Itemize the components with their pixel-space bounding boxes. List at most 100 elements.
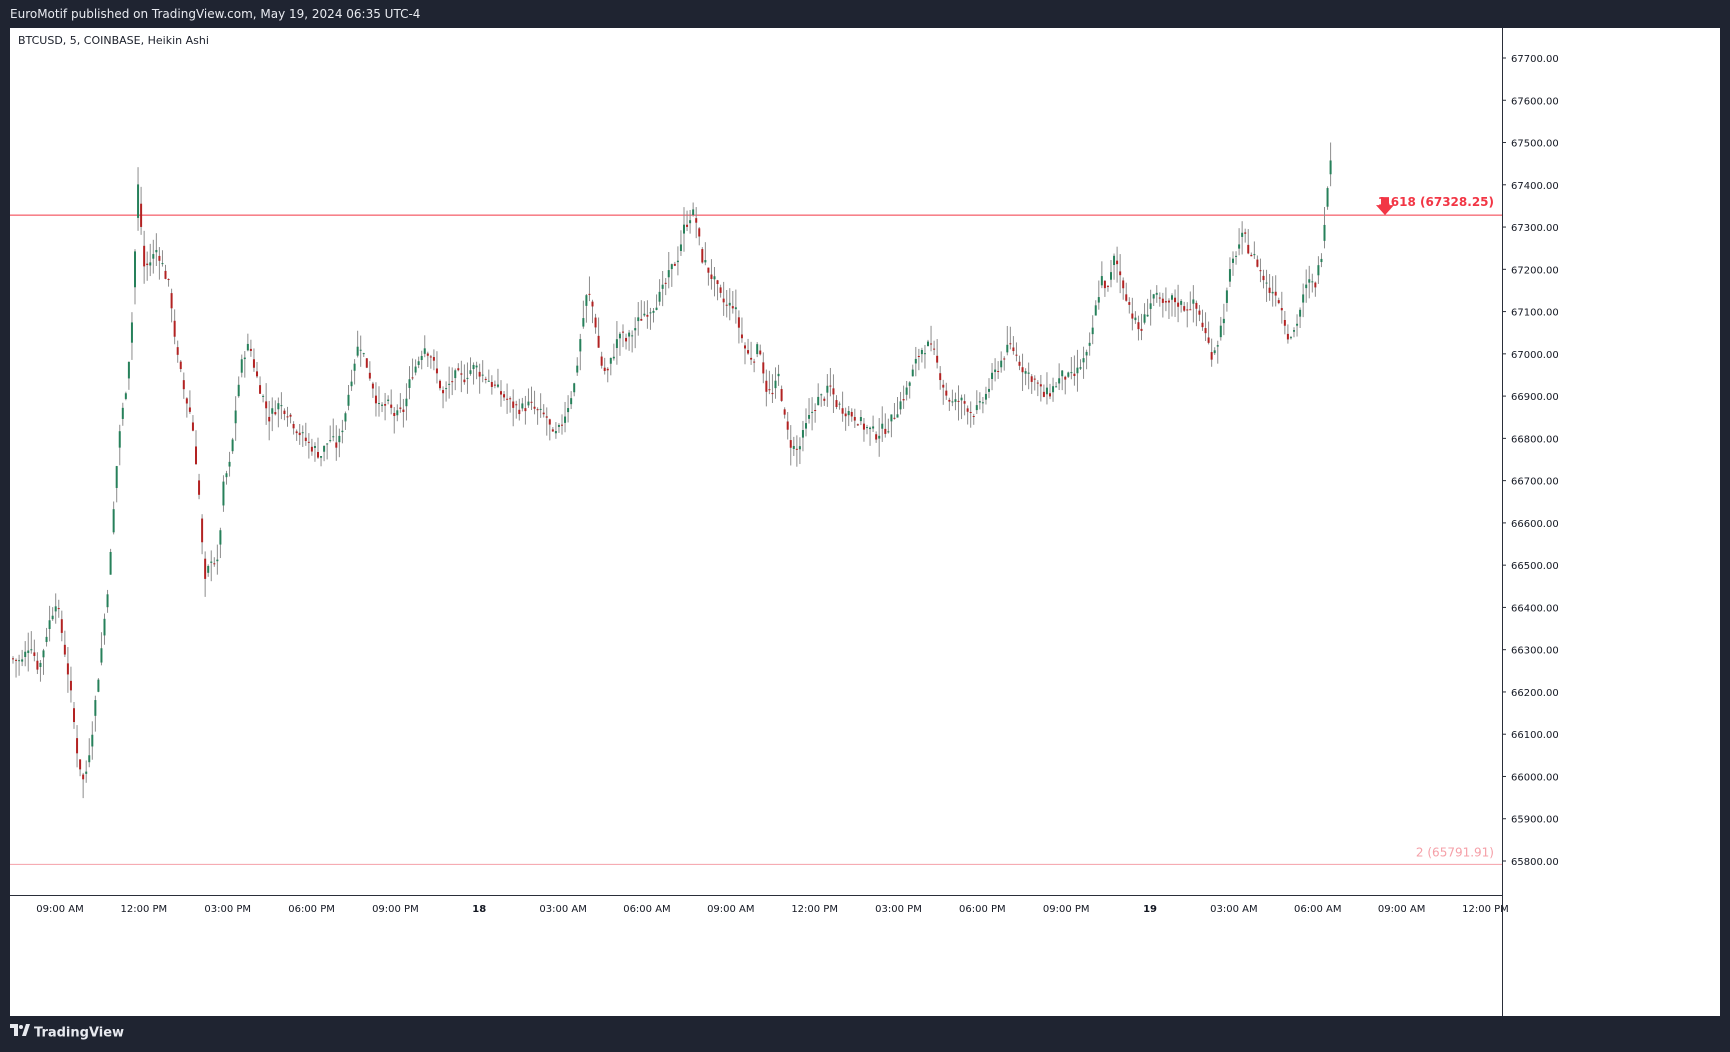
candle-body xyxy=(914,358,917,364)
candle-body xyxy=(887,431,890,433)
candle-body xyxy=(622,331,624,333)
candle-body xyxy=(259,385,262,394)
candle-body xyxy=(966,408,969,412)
candle-body xyxy=(1241,232,1244,237)
candle-body xyxy=(841,408,844,414)
candle-body xyxy=(582,318,585,327)
candle-body xyxy=(609,357,612,364)
candle-body xyxy=(399,407,402,409)
candle-body xyxy=(554,431,557,434)
candle-body xyxy=(121,407,124,419)
candle-body xyxy=(1174,297,1177,303)
candle-body xyxy=(725,304,728,306)
y-tick-label: 66900.00 xyxy=(1511,392,1559,403)
candle-body xyxy=(1082,358,1085,363)
candle-body xyxy=(1085,351,1088,356)
candle-body xyxy=(490,381,493,387)
candle-body xyxy=(323,445,326,452)
candle-body xyxy=(710,274,713,279)
candle-body xyxy=(1158,297,1161,299)
down-arrow-icon[interactable] xyxy=(1376,197,1394,216)
publish-bar: EuroMotif published on TradingView.com, … xyxy=(0,0,1730,28)
candle-body xyxy=(1299,309,1302,317)
candle-body xyxy=(515,404,518,406)
x-tick-label: 03:00 AM xyxy=(539,904,586,915)
chart-title[interactable]: BTCUSD, 5, COINBASE, Heikin Ashi xyxy=(18,34,209,47)
candle-body xyxy=(606,368,609,371)
candle-body xyxy=(155,249,158,253)
y-tick-label: 66700.00 xyxy=(1511,477,1559,488)
candle-body xyxy=(39,662,42,667)
candle-body xyxy=(1100,276,1103,286)
candle-body xyxy=(820,394,823,396)
candle-body xyxy=(1061,370,1064,377)
candle-body xyxy=(838,403,841,405)
candle-body xyxy=(765,380,768,392)
candle-body xyxy=(667,270,670,278)
candle-body xyxy=(344,413,347,422)
candle-body xyxy=(429,356,432,358)
candle-body xyxy=(908,382,911,386)
candle-body xyxy=(893,417,896,419)
candle-body xyxy=(1024,371,1027,374)
candle-body xyxy=(1134,317,1137,321)
footer-brand[interactable]: TradingView xyxy=(10,1020,124,1046)
candle-body xyxy=(21,659,24,662)
candle-body xyxy=(533,406,536,409)
candle-body xyxy=(1277,300,1280,304)
candle-body xyxy=(432,357,435,361)
candle-body xyxy=(146,263,149,266)
candle-body xyxy=(1036,382,1039,384)
x-tick-label: 03:00 PM xyxy=(204,904,251,915)
chart-frame[interactable]: 67700.00 67600.00 67500.00 67400.00 67300.00… xyxy=(10,28,1720,1016)
candle-body xyxy=(792,445,795,449)
candle-body xyxy=(1195,302,1198,309)
chart-svg[interactable]: 67700.00 67600.00 67500.00 67400.00 67300.00… xyxy=(10,28,1720,1016)
candle-body xyxy=(1091,327,1094,335)
candle-body xyxy=(48,620,51,629)
y-tick-label: 66100.00 xyxy=(1511,730,1559,741)
candle-body xyxy=(1311,281,1314,283)
candle-body xyxy=(326,443,329,445)
candle-body xyxy=(862,423,865,430)
x-tick-label: 06:00 AM xyxy=(1294,904,1341,915)
candle-body xyxy=(731,306,734,309)
x-tick-label: 12:00 PM xyxy=(1462,904,1509,915)
candle-body xyxy=(655,307,658,310)
candle-body xyxy=(280,405,283,407)
candle-body xyxy=(384,404,387,406)
candle-body xyxy=(423,348,426,354)
candle-body xyxy=(740,334,743,339)
candle-body xyxy=(759,350,762,355)
candle-body xyxy=(393,412,396,416)
candle-body xyxy=(521,403,524,409)
candle-body xyxy=(112,509,115,533)
candle-body xyxy=(917,355,920,357)
candle-body xyxy=(134,251,136,288)
candle-body xyxy=(1253,254,1256,256)
candle-body xyxy=(185,398,188,404)
candle-body xyxy=(805,423,807,429)
candle-body xyxy=(899,401,902,410)
candle-body xyxy=(1183,306,1186,311)
candle-body xyxy=(1131,313,1134,319)
candle-body xyxy=(402,409,405,412)
candle-body xyxy=(234,410,237,424)
candle-body xyxy=(975,405,978,411)
candle-body xyxy=(442,390,445,394)
x-tick-label: 09:00 AM xyxy=(1378,904,1425,915)
candle-body xyxy=(561,424,563,426)
candle-body xyxy=(295,431,298,434)
candle-body xyxy=(939,373,942,381)
y-tick-label: 65800.00 xyxy=(1511,857,1559,868)
candle-body xyxy=(683,224,685,234)
candle-body xyxy=(1140,328,1143,331)
candle-body xyxy=(658,291,661,302)
candle-body xyxy=(707,267,710,273)
candle-body xyxy=(689,220,692,224)
x-tick-label: 03:00 AM xyxy=(1210,904,1257,915)
candle-body xyxy=(1228,269,1231,282)
candle-body xyxy=(1058,378,1061,384)
candle-body xyxy=(109,551,112,575)
candle-body xyxy=(783,409,786,415)
